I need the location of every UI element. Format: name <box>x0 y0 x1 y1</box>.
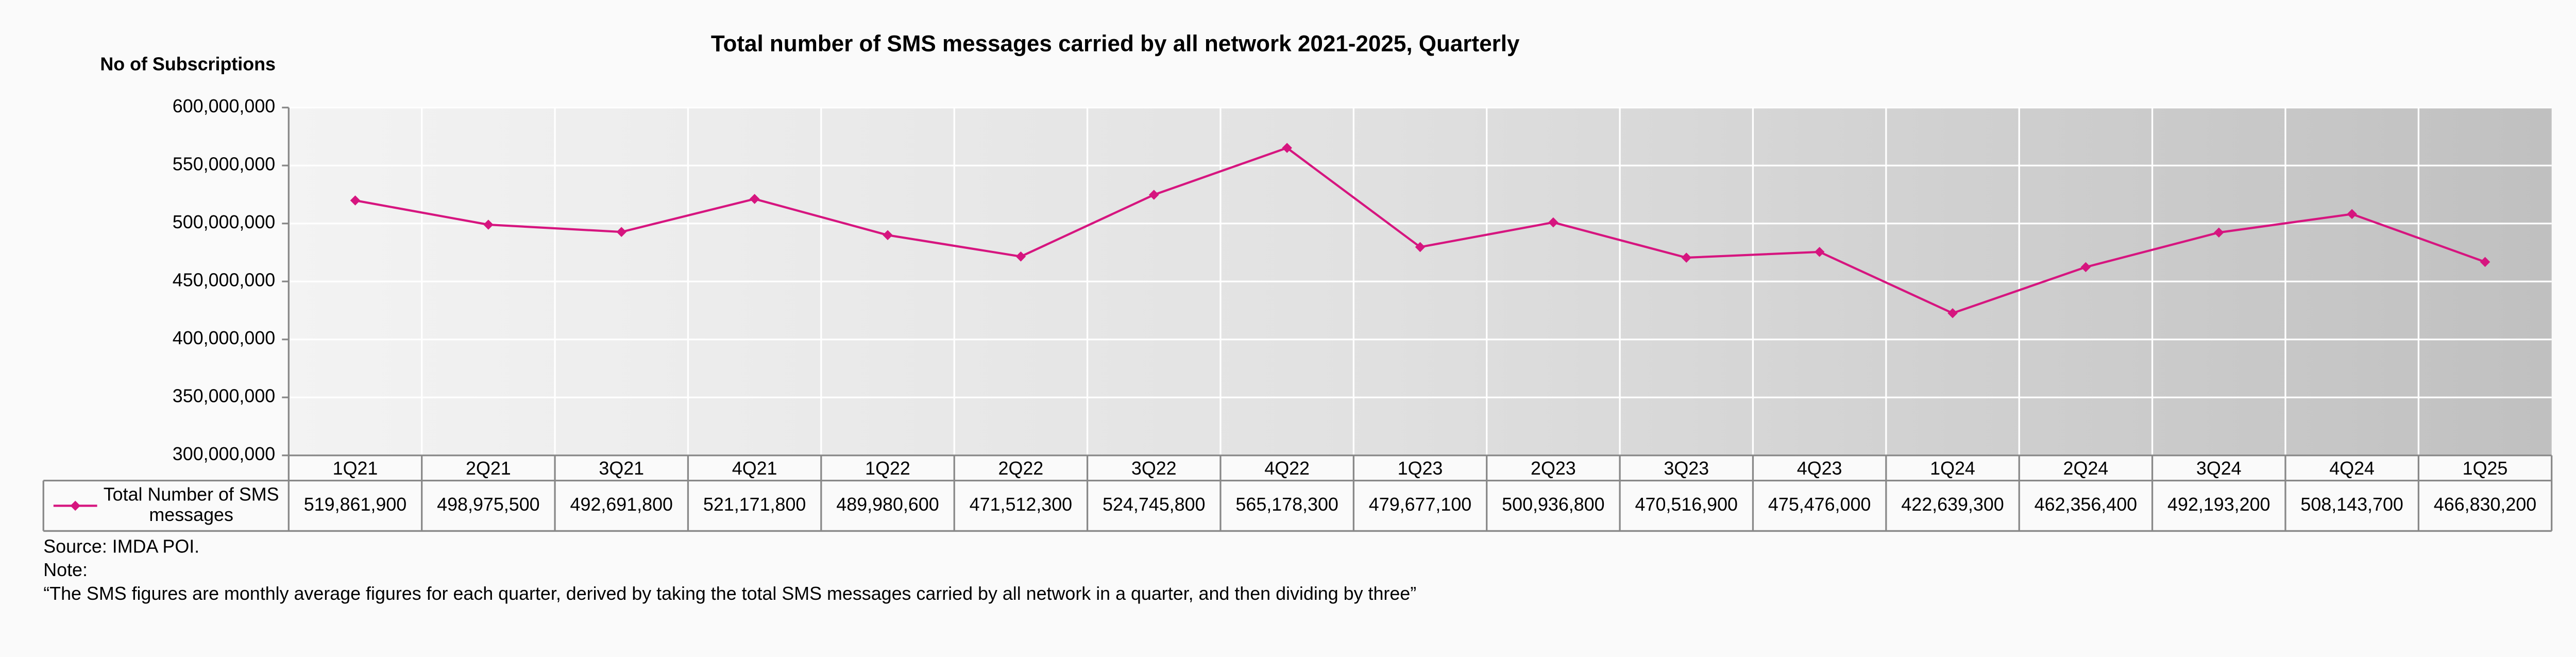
table-value: 489,980,600 <box>836 494 939 515</box>
note: “The SMS figures are monthly average fig… <box>43 583 1416 604</box>
marker <box>1947 308 1958 318</box>
table-value: 508,143,700 <box>2300 494 2403 515</box>
marker <box>2347 209 2357 220</box>
table-value: 500,936,800 <box>1502 494 1604 515</box>
x-tick-label: 2Q21 <box>466 458 511 479</box>
table-value: 519,861,900 <box>304 494 406 515</box>
table-value: 475,476,000 <box>1768 494 1871 515</box>
table-value: 565,178,300 <box>1235 494 1338 515</box>
y-tick-label: 350,000,000 <box>173 386 275 407</box>
marker <box>2080 262 2091 273</box>
x-tick-label: 3Q22 <box>1131 458 1177 479</box>
marker <box>1681 252 1692 263</box>
x-tick-label: 4Q21 <box>732 458 777 479</box>
y-tick-label: 400,000,000 <box>173 328 275 348</box>
x-tick-label: 4Q22 <box>1264 458 1310 479</box>
x-tick-label: 2Q22 <box>998 458 1044 479</box>
x-tick-label: 4Q24 <box>2329 458 2375 479</box>
legend-entry-box: Total Number of SMS messages <box>103 485 279 526</box>
marker <box>483 220 494 230</box>
x-tick-label: 4Q23 <box>1797 458 1842 479</box>
chart-title: Total number of SMS messages carried by … <box>711 31 1520 57</box>
table-value: 471,512,300 <box>970 494 1072 515</box>
marker <box>1814 247 1825 257</box>
y-tick-label: 550,000,000 <box>173 154 275 175</box>
table-value: 422,639,300 <box>1901 494 2004 515</box>
table-value: 498,975,500 <box>437 494 539 515</box>
legend-entry: Total Number of SMS messages <box>103 485 279 526</box>
marker <box>1548 217 1558 228</box>
x-tick-label: 1Q24 <box>1930 458 1975 479</box>
note-label: Note: <box>43 560 88 580</box>
x-tick-label: 1Q25 <box>2463 458 2508 479</box>
y-tick-label: 300,000,000 <box>173 444 275 464</box>
x-tick-label: 1Q21 <box>333 458 378 479</box>
table-value: 466,830,200 <box>2434 494 2536 515</box>
y-axis-label: No of Subscriptions <box>100 54 276 75</box>
table-value: 470,516,900 <box>1635 494 1738 515</box>
marker <box>616 227 627 237</box>
x-tick-label: 3Q23 <box>1664 458 1709 479</box>
table-value: 492,193,200 <box>2167 494 2270 515</box>
marker <box>1415 242 1426 252</box>
marker <box>883 230 893 241</box>
source: Source: IMDA POI. <box>43 536 199 557</box>
legend-marker <box>70 500 80 511</box>
table-value: 462,356,400 <box>2035 494 2137 515</box>
x-tick-label: 1Q22 <box>865 458 910 479</box>
table-value: 479,677,100 <box>1369 494 1471 515</box>
x-tick-label: 3Q21 <box>599 458 644 479</box>
y-tick-label: 600,000,000 <box>173 96 275 116</box>
x-tick-label: 2Q23 <box>1531 458 1576 479</box>
y-tick-label: 450,000,000 <box>173 270 275 291</box>
table-value: 524,745,800 <box>1103 494 1205 515</box>
marker <box>1015 251 1026 262</box>
marker <box>749 194 760 204</box>
x-tick-label: 1Q23 <box>1398 458 1443 479</box>
y-tick-label: 500,000,000 <box>173 212 275 232</box>
x-tick-label: 2Q24 <box>2063 458 2109 479</box>
x-tick-label: 3Q24 <box>2196 458 2242 479</box>
table-value: 492,691,800 <box>570 494 673 515</box>
table-value: 521,171,800 <box>703 494 806 515</box>
